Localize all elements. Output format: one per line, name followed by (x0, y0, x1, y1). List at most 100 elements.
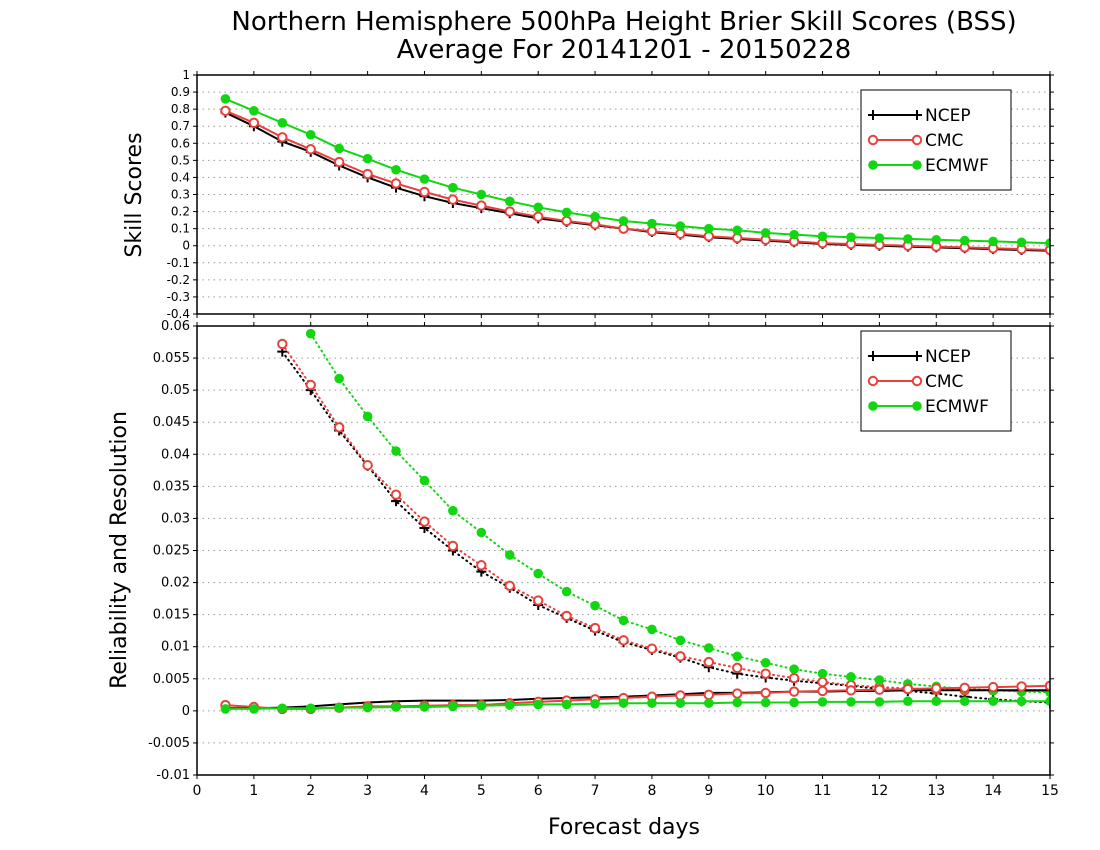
rr-resolution-point-cmc (476, 560, 487, 571)
rr-reliability-point-ecmwf (305, 703, 316, 714)
rr-y-tick-label: 0.02 (161, 576, 190, 591)
skill-series-point-cmc (476, 200, 487, 211)
x-tick-label: 6 (534, 783, 543, 799)
rr-legend-label-ecmwf: ECMWF (925, 397, 989, 417)
rr-y-tick-label: 0.03 (161, 511, 190, 526)
rr-resolution-point-ecmwf (448, 505, 458, 516)
skill-y-axis-label: Skill Scores (122, 132, 147, 257)
skill-series-point-ecmwf (419, 174, 430, 184)
skill-series-point-ecmwf (561, 207, 572, 218)
rr-reliability-point-ecmwf (789, 697, 799, 708)
rr-legend-marker-ncep (868, 351, 878, 361)
skill-series-point-cmc (362, 168, 373, 180)
rr-reliability-point-ecmwf (391, 702, 401, 712)
rr-resolution-point-ecmwf (334, 373, 344, 384)
skill-series-point-ecmwf (1016, 237, 1027, 248)
rr-y-tick-label: 0.045 (153, 415, 190, 430)
rr-y-axis-label: Reliability and Resolution (107, 411, 132, 689)
rr-plot-area (220, 328, 1050, 715)
rr-resolution-point-ecmwf (533, 568, 543, 579)
x-tick-label: 5 (477, 783, 486, 799)
skill-series-point-ecmwf (590, 211, 600, 222)
rr-reliability-point-ecmwf (419, 702, 430, 712)
rr-resolution-point-cmc (675, 651, 686, 662)
rr-reliability-point-cmc (1016, 681, 1027, 692)
rr-resolution-point-cmc (305, 379, 316, 391)
rr-y-tick-label: 0.025 (153, 544, 190, 559)
skill-series-point-ecmwf (305, 129, 316, 140)
skill-series-point-cmc (561, 215, 572, 227)
skill-legend-marker-ecmwf (868, 160, 878, 170)
skill-series-point-ecmwf (334, 143, 344, 154)
x-tick-label: 11 (814, 783, 832, 799)
rr-reliability-point-ecmwf (561, 699, 572, 710)
x-tick-label: 12 (870, 783, 888, 799)
rr-reliability-point-ecmwf (988, 696, 998, 707)
rr-reliability-point-ecmwf (249, 704, 259, 714)
rr-y-tick-label: 0.035 (153, 479, 190, 494)
skill-y-tick-label: 0.7 (171, 119, 190, 133)
rr-reliability-point-cmc (931, 683, 942, 694)
rr-resolution-point-ecmwf (874, 675, 885, 685)
rr-y-tick-label: 0.01 (161, 640, 190, 655)
skill-y-tick-label: -0.3 (167, 290, 190, 304)
skill-series-point-ecmwf (618, 216, 629, 226)
rr-resolution-point-cmc (333, 422, 345, 433)
rr-resolution-point-cmc (504, 580, 515, 591)
rr-resolution-point-cmc (788, 672, 800, 684)
rr-y-tick-label: 0.04 (161, 447, 190, 462)
skill-legend-marker-cmc (911, 134, 923, 146)
rr-resolution-point-ecmwf (504, 550, 515, 560)
x-tick-label: 4 (420, 783, 429, 799)
skill-y-tick-label: 0.1 (171, 222, 190, 236)
x-tick-label: 13 (927, 783, 945, 799)
skill-y-tick-label: 0.2 (171, 205, 190, 219)
rr-reliability-point-ecmwf (874, 697, 885, 707)
skill-series-point-cmc (419, 186, 430, 198)
rr-resolution-point-cmc (447, 540, 459, 552)
rr-resolution-point-ecmwf (391, 446, 401, 456)
skill-legend-marker-ncep (868, 110, 878, 120)
skill-y-tick-label: -0.1 (167, 256, 190, 270)
rr-reliability-point-cmc (817, 685, 828, 697)
rr-reliability-point-ecmwf (675, 698, 686, 708)
skill-y-tick-label: 0.5 (171, 153, 190, 167)
rr-reliability-point-ecmwf (334, 702, 344, 713)
rr-resolution-point-cmc (362, 459, 373, 471)
skill-series-point-cmc (248, 117, 260, 129)
x-tick-label: 8 (647, 783, 656, 799)
rr-resolution-point-ecmwf (817, 668, 828, 679)
skill-series-point-ecmwf (732, 225, 743, 236)
rr-y-tick-label: 0.005 (153, 672, 190, 687)
rr-resolution-point-cmc (646, 643, 658, 654)
rr-legend-label-ncep: NCEP (925, 347, 971, 367)
rr-frame (196, 325, 1051, 776)
rr-resolution-point-ecmwf (561, 586, 572, 597)
rr-legend-marker-cmc (867, 375, 879, 387)
rr-resolution-point-ecmwf (760, 657, 771, 668)
rr-resolution-point-ecmwf (732, 651, 743, 662)
rr-legend: NCEP CMC ECMWF (860, 330, 1012, 432)
rr-reliability-point-cmc (1044, 680, 1050, 692)
skill-y-tick-label: -0.2 (167, 273, 190, 287)
skill-legend: NCEP CMC ECMWF (860, 89, 1012, 191)
rr-resolution-point-ecmwf (362, 411, 373, 422)
skill-series-point-ecmwf (448, 182, 458, 193)
skill-series-point-ecmwf (220, 94, 231, 104)
x-tick-label: 9 (704, 783, 713, 799)
rr-y-tick-label: 0.05 (161, 383, 190, 398)
skill-legend-label-cmc: CMC (925, 131, 963, 151)
rr-resolution-point-cmc (419, 516, 430, 527)
rr-resolution-point-ecmwf (476, 527, 487, 538)
x-tick-label: 14 (984, 783, 1002, 799)
x-tick-label: 0 (193, 783, 202, 799)
skill-series-point-cmc (220, 105, 231, 117)
rr-reliability-point-ecmwf (647, 698, 657, 708)
skill-legend-marker-ncep (912, 110, 922, 120)
x-tick-label: 10 (757, 783, 775, 799)
skill-series-point-ecmwf (817, 231, 828, 242)
title-line-2: Average For 20141201 - 20150228 (397, 35, 852, 65)
rr-reliability-point-cmc (788, 686, 800, 697)
skill-series-point-cmc (333, 156, 345, 168)
skill-series-point-ecmwf (504, 196, 515, 207)
